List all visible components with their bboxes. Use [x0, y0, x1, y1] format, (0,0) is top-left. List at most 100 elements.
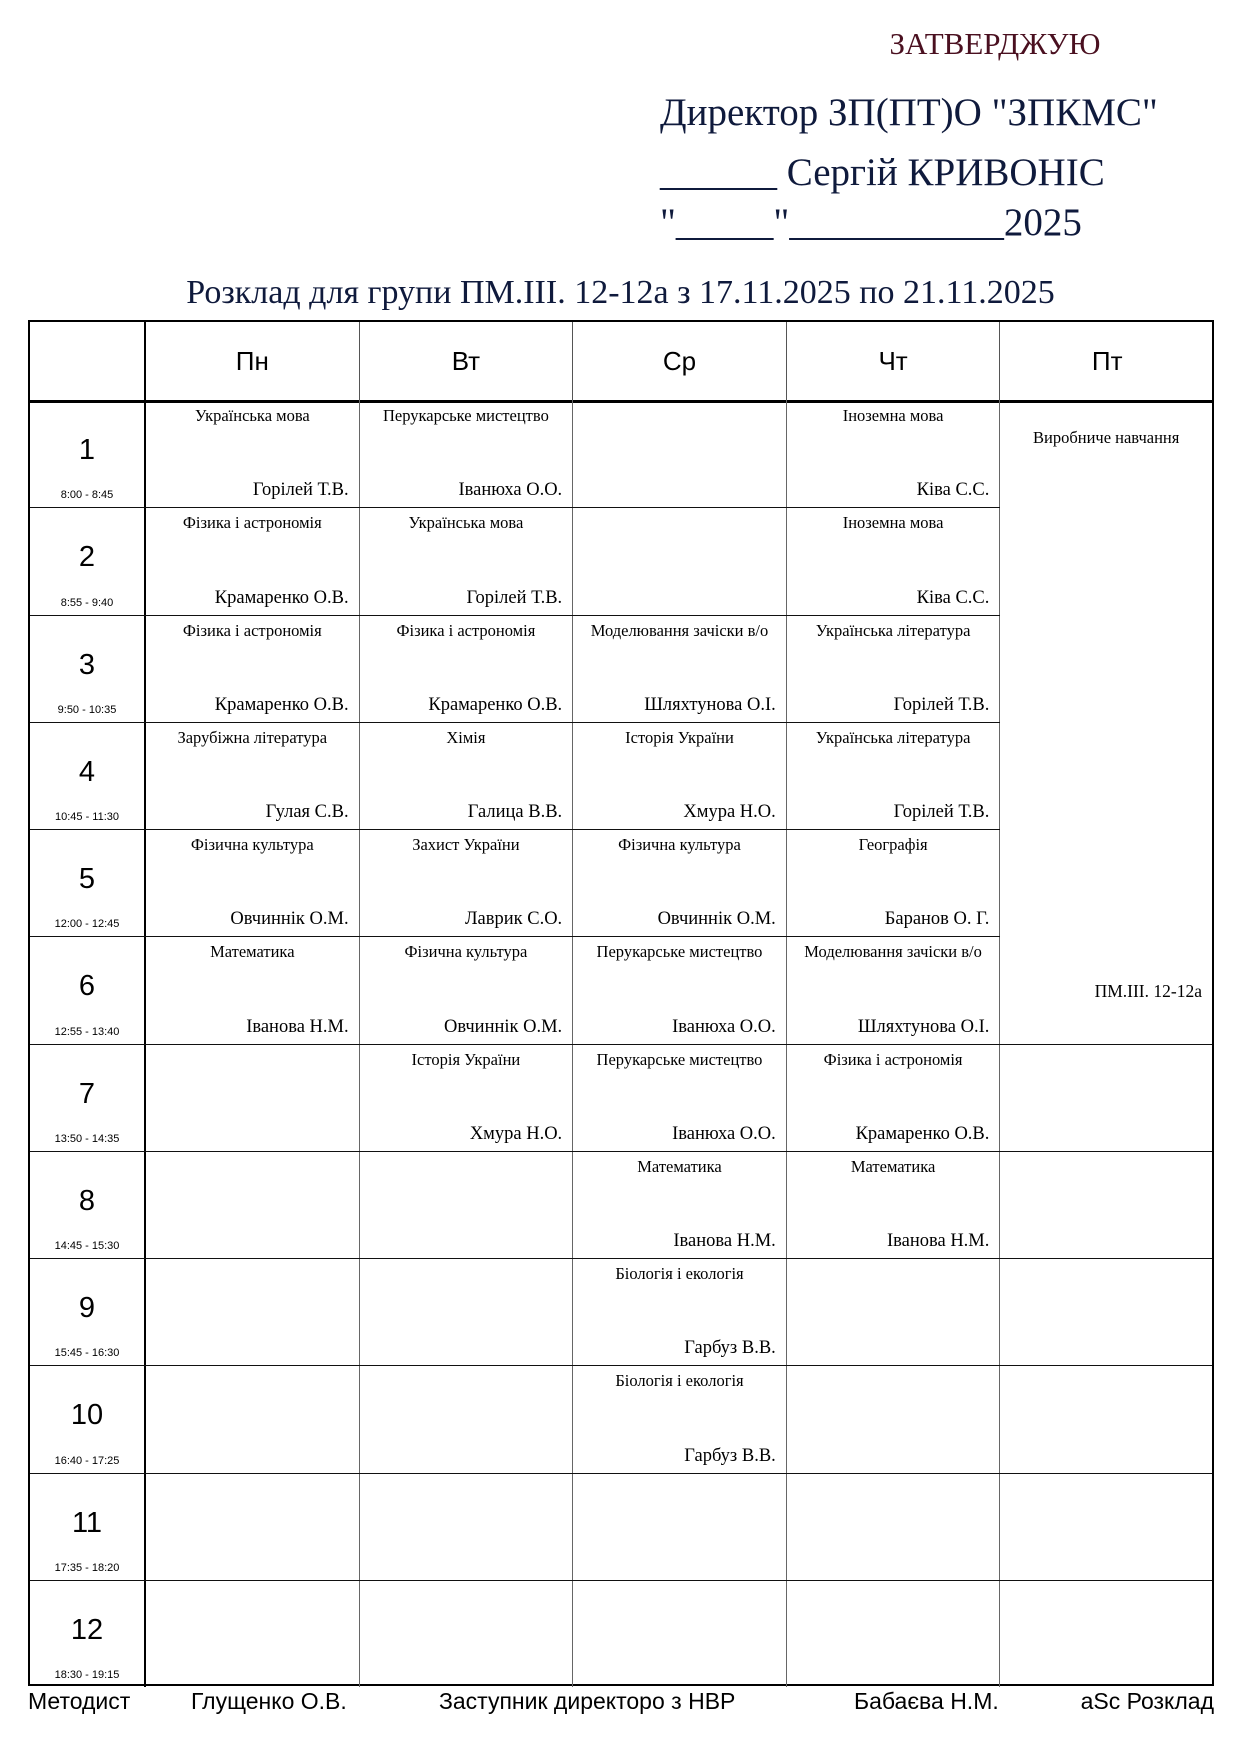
director-title: Директор ЗП(ПТ)О "ЗПКМС" [660, 91, 1158, 134]
lesson-number-cell: 4 10:45 - 11:30 [30, 721, 146, 829]
lesson-number-cell: 10 16:40 - 17:25 [30, 1365, 146, 1473]
row-divider [30, 936, 1001, 938]
lesson-cell [573, 507, 787, 615]
lesson-cell: Біологія і екологія Гарбуз В.В. [573, 1365, 787, 1473]
lesson-teacher: Галица В.В. [467, 802, 563, 822]
lesson-cell: Зарубіжна література Гулая С.В. [146, 721, 360, 829]
lesson-cell: Історія України Хмура Н.О. [360, 1043, 574, 1151]
row-divider [30, 829, 1001, 830]
lesson-cell [360, 1472, 574, 1580]
lesson-subject: Захист України [412, 835, 520, 854]
lesson-teacher: Хмура Н.О. [683, 802, 776, 822]
lesson-subject: Фізика і астрономія [396, 620, 536, 640]
lesson-cell: Математика Іванова Н.М. [787, 1150, 1001, 1258]
row-divider [30, 1150, 1212, 1152]
lesson-teacher: Шляхтунова О.І. [644, 694, 776, 715]
page-title: Розклад для групи ПМ.ІІІ. 12-12а з 17.11… [186, 274, 1055, 311]
lesson-teacher: Іванова Н.М. [246, 1016, 349, 1037]
lesson-subject: Українська мова [408, 513, 524, 533]
lesson-time: 8:00 - 8:45 [60, 489, 114, 502]
lesson-cell [360, 1365, 574, 1473]
footer-methodist-name: Глущенко О.В. [191, 1688, 347, 1714]
lesson-teacher: Ківа С.С. [916, 587, 990, 608]
lesson-cell [146, 1579, 360, 1687]
lesson-cell: Українська мова Горілей Т.В. [360, 507, 574, 615]
footer-deputy-label: Заступник директоро з НВР [439, 1688, 736, 1714]
lesson-cell: Фізична культура Овчиннік О.М. [573, 829, 787, 937]
lesson-number: 7 [78, 1077, 96, 1110]
schedule-table: Пн Вт Ср Чт Пт 1 8:00 - 8:45 Українська мова Гор… [28, 320, 1214, 1687]
lesson-time: 10:45 - 11:30 [54, 811, 119, 823]
lesson-cell: Історія України Хмура Н.О. [573, 721, 787, 829]
lesson-cell: Перукарське мистецтво Іванюха О.О. [573, 1043, 787, 1151]
lesson-cell: Іноземна мова Ківа С.С. [787, 507, 1001, 615]
row-divider [30, 1365, 1212, 1367]
lesson-number: 5 [78, 863, 96, 895]
lesson-number: 6 [78, 970, 96, 1003]
lesson-time: 17:35 - 18:20 [54, 1561, 120, 1574]
lesson-cell [787, 1258, 1001, 1366]
lesson-cell [573, 1472, 787, 1580]
lesson-subject: Перукарське мистецтво [596, 942, 763, 962]
lesson-cell: Хімія Галица В.В. [360, 721, 574, 829]
lesson-number: 10 [70, 1399, 104, 1432]
friday-empty-cell [1000, 1365, 1212, 1472]
lesson-subject: Біологія і екологія [615, 1264, 744, 1283]
lesson-cell [360, 1150, 574, 1258]
lesson-number-cell: 3 9:50 - 10:35 [30, 614, 146, 722]
lesson-teacher: Крамаренко О.В. [214, 694, 349, 715]
friday-empty-cell [1000, 1044, 1212, 1151]
lesson-teacher: Горілей Т.В. [893, 802, 990, 822]
lesson-subject: Математика [637, 1156, 722, 1176]
row-divider [30, 1472, 1212, 1474]
lesson-subject: Моделювання зачіски в/о [590, 620, 769, 640]
row-divider [30, 1258, 1212, 1259]
lesson-cell [360, 1258, 574, 1366]
lesson-teacher: Овчиннік О.М. [657, 909, 776, 930]
lesson-cell: Моделювання зачіски в/о Шляхтунова О.І. [787, 936, 1001, 1044]
corner-cell [30, 322, 146, 400]
friday-empty-cell [1000, 1151, 1212, 1258]
lesson-teacher: Іванюха О.О. [672, 1123, 776, 1144]
lesson-time: 16:40 - 17:25 [54, 1454, 120, 1467]
lesson-number-cell: 8 14:45 - 15:30 [30, 1150, 146, 1258]
lesson-cell: Фізична культура Овчиннік О.М. [146, 829, 360, 937]
row-divider [30, 507, 1001, 509]
lesson-teacher: Горілей Т.В. [893, 694, 990, 715]
lesson-cell [787, 1579, 1001, 1687]
lesson-time: 14:45 - 15:30 [54, 1240, 120, 1252]
lesson-cell [146, 1365, 360, 1473]
lesson-cell: Фізика і астрономія Крамаренко О.В. [146, 614, 360, 722]
lesson-number-cell: 11 17:35 - 18:20 [30, 1472, 146, 1580]
approval-date: "_____"___________2025 [660, 201, 1082, 244]
lesson-teacher: Лаврик С.О. [464, 909, 563, 930]
lesson-cell: Математика Іванова Н.М. [573, 1150, 787, 1258]
lesson-teacher: Крамаренко О.В. [428, 694, 563, 715]
day-header-5: Пт [1091, 345, 1123, 376]
lesson-teacher: Шляхтунова О.І. [857, 1016, 990, 1037]
lesson-teacher: Гулая С.В. [265, 802, 349, 822]
lesson-subject: Математика [850, 1156, 936, 1176]
friday-practice-cell: Виробниче навчання ПМ.ІІІ. 12-12а [1000, 400, 1212, 1044]
lesson-cell: Українська мова Горілей Т.В. [146, 400, 360, 508]
lesson-cell: Географія Баранов О. Г. [787, 829, 1001, 937]
lesson-teacher: Іванюха О.О. [672, 1016, 776, 1037]
lesson-number-cell: 2 8:55 - 9:40 [30, 507, 146, 615]
lesson-number-cell: 1 8:00 - 8:45 [30, 400, 146, 508]
lesson-time: 12:55 - 13:40 [54, 1025, 120, 1038]
friday-practice-subject: Виробниче навчання [1033, 428, 1180, 447]
lesson-teacher: Горілей Т.В. [466, 587, 563, 608]
lesson-cell: Українська література Горілей Т.В. [787, 721, 1001, 829]
lesson-subject: Фізична культура [618, 835, 741, 854]
row-divider [30, 1579, 1212, 1581]
footer-deputy-name: Бабаєва Н.М. [854, 1688, 999, 1714]
lesson-subject: Перукарське мистецтво [382, 406, 549, 425]
lesson-number: 9 [78, 1292, 96, 1324]
lesson-subject: Фізична культура [190, 835, 314, 854]
lesson-subject: Біологія і екологія [615, 1371, 744, 1391]
lesson-subject: Географія [858, 835, 928, 854]
lesson-number-cell: 12 18:30 - 19:15 [30, 1579, 146, 1687]
lesson-subject: Фізика і астрономія [182, 620, 322, 640]
lesson-subject: Фізична культура [404, 942, 528, 962]
lesson-teacher: Овчиннік О.М. [443, 1016, 563, 1037]
